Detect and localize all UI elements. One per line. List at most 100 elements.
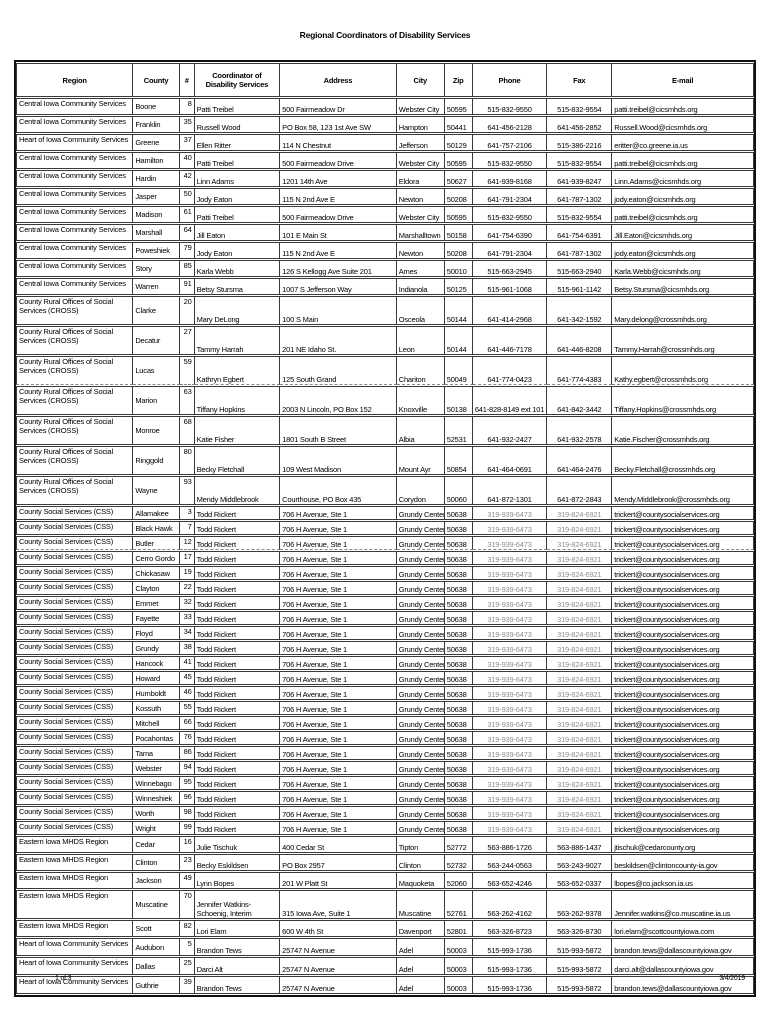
cell-region: Central Iowa Community Services [16, 224, 134, 241]
cell-num: 59 [179, 356, 195, 385]
cell-address: 706 H Avenue, Ste 1 [280, 626, 397, 640]
table-row: County Social Services (CSS) Allamakee 3 To… [16, 506, 754, 520]
cell-address: 25747 N Avenue [280, 938, 397, 956]
cell-coordinator: Todd Rickert [194, 536, 281, 550]
cell-phone: 319-939-6473 [472, 791, 548, 805]
cell-city: Webster City [396, 206, 445, 223]
cell-county: Greene [133, 134, 180, 151]
cell-region: Heart of Iowa Community Services [16, 976, 134, 994]
cell-email: trickert@countysocialservices.org [612, 776, 754, 790]
cell-num: 39 [179, 976, 195, 994]
table-row: Central Iowa Community Services Hardin 42 L… [16, 170, 754, 187]
table-row: County Social Services (CSS) Humboldt 46 To… [16, 686, 754, 700]
cell-fax: 641-939-8247 [547, 170, 613, 187]
cell-address: 201 NE Idaho St. [280, 326, 397, 355]
table-row: Central Iowa Community Services Poweshiek… [16, 242, 754, 259]
cell-coordinator: Todd Rickert [194, 701, 281, 715]
cell-city: Grundy Center [396, 716, 445, 730]
cell-num: 68 [179, 416, 195, 445]
cell-phone: 319-939-6473 [472, 701, 548, 715]
cell-coordinator: Todd Rickert [194, 791, 281, 805]
cell-region: County Social Services (CSS) [16, 776, 134, 790]
cell-county: Black Hawk [133, 521, 180, 535]
cell-phone: 515-832-9550 [472, 152, 548, 169]
cell-email: trickert@countysocialservices.org [612, 506, 754, 520]
cell-city: Grundy Center [396, 746, 445, 760]
cell-county: Wright [133, 821, 180, 835]
cell-phone: 641-414-2968 [472, 296, 548, 325]
cell-email: trickert@countysocialservices.org [612, 671, 754, 685]
cell-phone: 641-932-2427 [472, 416, 548, 445]
table-row: County Social Services (CSS) Worth 98 Todd … [16, 806, 754, 820]
cell-email: trickert@countysocialservices.org [612, 761, 754, 775]
table-row: County Rural Offices of Social Services … [16, 416, 754, 445]
cell-city: Leon [396, 326, 445, 355]
cell-coordinator: Todd Rickert [194, 596, 281, 610]
table-row: County Rural Offices of Social Services … [16, 356, 754, 385]
cell-fax: 641-754-6391 [547, 224, 613, 241]
cell-zip: 50638 [444, 671, 473, 685]
cell-region: Central Iowa Community Services [16, 242, 134, 259]
cell-region: Eastern Iowa MHDS Region [16, 836, 134, 853]
cell-coordinator: Becky Fletchall [194, 446, 281, 475]
cell-phone: 319-939-6473 [472, 581, 548, 595]
cell-city: Grundy Center [396, 686, 445, 700]
cell-phone: 641-791-2304 [472, 188, 548, 205]
cell-fax: 319-824-6921 [547, 791, 613, 805]
cell-county: Poweshiek [133, 242, 180, 259]
cell-county: Marion [133, 386, 180, 415]
cell-email: trickert@countysocialservices.org [612, 641, 754, 655]
cell-phone: 319-939-6473 [472, 731, 548, 745]
cell-address: 500 Fairmeadow Dr [280, 98, 397, 115]
cell-coordinator: Todd Rickert [194, 611, 281, 625]
cell-fax: 641-774-4383 [547, 356, 613, 385]
cell-email: trickert@countysocialservices.org [612, 806, 754, 820]
cell-county: Fayette [133, 611, 180, 625]
cell-county: Howard [133, 671, 180, 685]
cell-address: 25747 N Avenue [280, 976, 397, 994]
cell-address: 706 H Avenue, Ste 1 [280, 746, 397, 760]
cell-region: County Social Services (CSS) [16, 506, 134, 520]
cell-phone: 641-456-2128 [472, 116, 548, 133]
cell-city: Mount Ayr [396, 446, 445, 475]
cell-city: Grundy Center [396, 701, 445, 715]
cell-phone: 515-663-2945 [472, 260, 548, 277]
cell-city: Grundy Center [396, 536, 445, 550]
cell-fax: 563-243-9027 [547, 854, 613, 871]
table-row: County Social Services (CSS) Clayton 22 Tod… [16, 581, 754, 595]
table-row: County Social Services (CSS) Cerro Gordo 1… [16, 551, 754, 565]
cell-fax: 515-993-5872 [547, 938, 613, 956]
cell-coordinator: Katie Fisher [194, 416, 281, 445]
table-row: County Social Services (CSS) Grundy 38 Todd… [16, 641, 754, 655]
cell-zip: 52732 [444, 854, 473, 871]
cell-num: 27 [179, 326, 195, 355]
cell-coordinator: Darci Alt [194, 957, 281, 975]
cell-county: Hardin [133, 170, 180, 187]
cell-phone: 563-886-1726 [472, 836, 548, 853]
cell-coordinator: Jody Eaton [194, 242, 281, 259]
cell-address: 706 H Avenue, Ste 1 [280, 776, 397, 790]
page-date: 3/4/2019 [719, 975, 745, 982]
cell-county: Allamakee [133, 506, 180, 520]
cell-city: Jefferson [396, 134, 445, 151]
table-row: County Social Services (CSS) Black Hawk 7 T… [16, 521, 754, 535]
cell-fax: 319-824-6921 [547, 521, 613, 535]
table-row: Central Iowa Community Services Jasper 50 J… [16, 188, 754, 205]
cell-zip: 50060 [444, 476, 473, 505]
cell-fax: 319-824-6921 [547, 821, 613, 835]
cell-email: Katie.Fischer@crossmhds.org [612, 416, 754, 445]
cell-phone: 641-757-2106 [472, 134, 548, 151]
cell-county: Jackson [133, 872, 180, 889]
cell-zip: 50638 [444, 521, 473, 535]
cell-phone: 319-939-6473 [472, 746, 548, 760]
cell-fax: 515-386-2216 [547, 134, 613, 151]
cell-county: Wayne [133, 476, 180, 505]
cell-num: 95 [179, 776, 195, 790]
cell-region: County Rural Offices of Social Services … [16, 446, 134, 475]
cell-zip: 50638 [444, 566, 473, 580]
column-header-phone: Phone [472, 63, 548, 97]
cell-num: 33 [179, 611, 195, 625]
cell-zip: 50638 [444, 791, 473, 805]
cell-fax: 563-326-8730 [547, 920, 613, 937]
cell-address: 25747 N Avenue [280, 957, 397, 975]
